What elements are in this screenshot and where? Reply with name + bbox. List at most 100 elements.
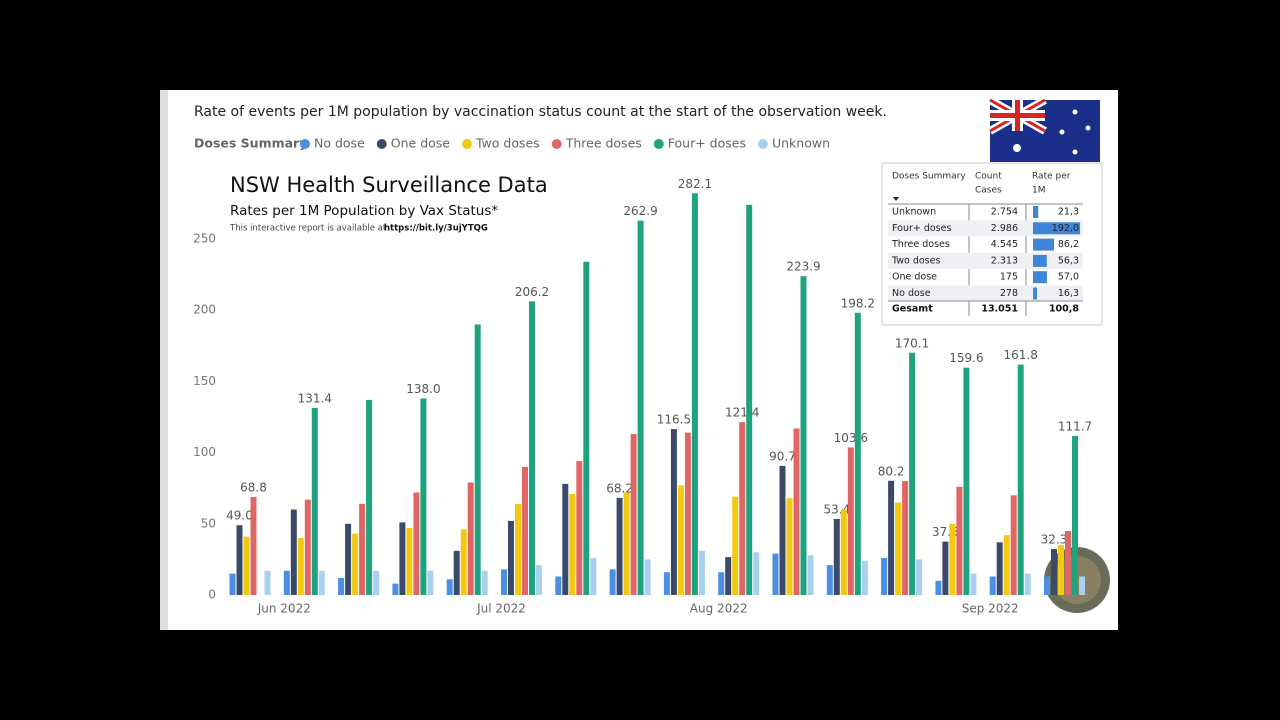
- bar: [297, 538, 304, 595]
- table-cell: 278: [1000, 288, 1018, 299]
- legend-swatch: [653, 139, 664, 149]
- table-cell: 2.754: [991, 207, 1018, 218]
- table-total: 100,8: [1049, 304, 1079, 315]
- x-tick-label: Sep 2022: [962, 602, 1019, 616]
- bar: [236, 525, 243, 595]
- data-label: 80.2: [878, 464, 905, 478]
- data-label: 90.7: [769, 449, 796, 463]
- y-tick-label: 150: [193, 374, 216, 388]
- bar: [399, 522, 406, 595]
- bar: [229, 573, 236, 595]
- bar: [786, 498, 793, 595]
- bar: [623, 492, 630, 595]
- bar: [800, 276, 807, 595]
- data-label: 131.4: [298, 391, 332, 405]
- bar: [616, 497, 623, 595]
- rate-bar: [1033, 222, 1080, 235]
- bar: [881, 557, 888, 595]
- bar: [304, 499, 311, 595]
- bar: [311, 407, 318, 595]
- legend-swatch: [757, 139, 768, 149]
- legend-label: No dose: [314, 136, 365, 151]
- bar: [413, 492, 420, 595]
- bar: [250, 497, 257, 595]
- table-cell: 86,2: [1058, 239, 1079, 250]
- legend-swatch: [461, 139, 472, 149]
- bar: [718, 572, 725, 595]
- bar: [684, 432, 691, 595]
- table-cell: One dose: [892, 272, 937, 283]
- data-label: 161.8: [1004, 348, 1038, 362]
- data-label: 223.9: [786, 260, 820, 274]
- bar: [1024, 573, 1031, 595]
- bar: [1010, 495, 1017, 595]
- table-total: 13.051: [981, 304, 1018, 315]
- legend-swatch: [551, 139, 562, 149]
- bar: [609, 569, 616, 595]
- table-cell: 57,0: [1058, 272, 1079, 283]
- table-header: 1M: [1032, 186, 1046, 196]
- table-cell: Two doses: [891, 255, 940, 266]
- bar: [826, 565, 833, 595]
- bar: [677, 485, 684, 595]
- data-label: 32.3: [1041, 533, 1068, 547]
- legend-label: Two doses: [475, 136, 540, 151]
- bar: [453, 550, 460, 595]
- bar: [1003, 535, 1010, 595]
- data-label: 262.9: [623, 204, 657, 218]
- table-total: Gesamt: [892, 304, 933, 315]
- data-label: 138.0: [406, 382, 440, 396]
- data-label: 49.0: [226, 509, 253, 523]
- x-tick-label: Jun 2022: [257, 602, 311, 616]
- legend-label: Unknown: [772, 136, 830, 151]
- bar: [739, 422, 746, 595]
- bar: [283, 570, 290, 595]
- bar: [963, 367, 970, 595]
- bar: [956, 486, 963, 595]
- bar: [691, 193, 698, 595]
- bar: [536, 565, 542, 595]
- table-header: Doses Summary: [892, 172, 966, 182]
- bar: [746, 204, 753, 595]
- bar: [467, 482, 474, 595]
- bar: [902, 481, 909, 595]
- bar: [935, 580, 942, 595]
- table-header: Rate per: [1032, 172, 1071, 182]
- summary-table: Doses Summary Count Cases Rate per 1M Unknown…: [881, 162, 1103, 326]
- bar: [555, 576, 562, 595]
- bar: [753, 552, 760, 595]
- rate-bar: [1033, 271, 1047, 284]
- data-label: 116.5: [657, 413, 691, 427]
- table-cell: Four+ doses: [892, 223, 951, 234]
- x-tick-label: Aug 2022: [690, 602, 748, 616]
- panel-edge: [160, 90, 168, 630]
- table-header: Count: [975, 172, 1002, 182]
- table-cell: 16,3: [1058, 288, 1079, 299]
- flag: [988, 96, 1100, 162]
- chart-title: NSW Health Surveillance Data: [230, 173, 548, 197]
- sort-icon: [893, 197, 899, 201]
- bar: [427, 570, 434, 595]
- legend-title: Doses Summary: [194, 136, 307, 151]
- bar: [793, 428, 800, 595]
- y-tick-label: 0: [208, 588, 216, 602]
- bar: [725, 557, 732, 595]
- y-tick-label: 200: [193, 303, 216, 317]
- bar: [670, 429, 677, 595]
- bar: [481, 570, 488, 595]
- header: Rate of events per 1M population by vacc…: [194, 104, 887, 120]
- bar: [590, 557, 597, 595]
- bar: [847, 447, 854, 595]
- bar: [569, 493, 576, 595]
- bar: [644, 559, 651, 595]
- rate-bar: [1033, 238, 1055, 251]
- y-tick-label: 50: [201, 516, 216, 530]
- link[interactable]: https://bit.ly/3ujYTQG: [384, 224, 488, 234]
- bar: [1065, 530, 1071, 595]
- bar: [1058, 545, 1064, 595]
- bar: [243, 536, 250, 595]
- data-label: 170.1: [895, 336, 929, 350]
- bar: [290, 509, 297, 595]
- bar: [942, 541, 949, 595]
